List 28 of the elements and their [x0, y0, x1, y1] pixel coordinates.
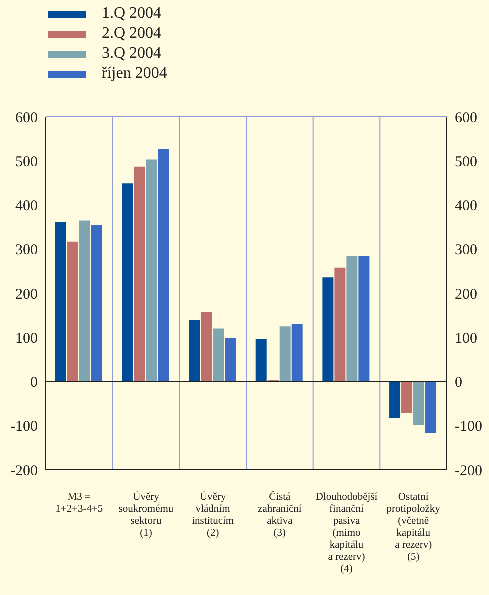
y2-tick-label: -100 — [455, 419, 482, 436]
y-tick-label: 200 — [16, 286, 38, 303]
y2-tick-label: 100 — [455, 330, 478, 347]
legend-label: 3.Q 2004 — [102, 45, 162, 63]
y-tick-label: 600 — [16, 110, 38, 126]
y-tick-label: 100 — [16, 330, 38, 347]
y2-tick-label: 600 — [455, 110, 478, 126]
x-tick-label: M3 = 1+2+3-4+5 — [56, 492, 104, 515]
y2-tick-label: -200 — [455, 463, 482, 480]
legend-label: 2.Q 2004 — [102, 25, 162, 43]
y-tick-label: 0 — [30, 375, 38, 392]
y2-tick-label: 200 — [455, 286, 478, 303]
x-tick-label: Čistá zahraniční aktiva (3) — [258, 490, 302, 539]
x-tick-label: Dlouhodobější finanční pasiva (mimo kapitálu a rezerv) (4) — [316, 492, 378, 575]
y2-tick-label: 0 — [455, 375, 462, 392]
y-tick-label: 400 — [16, 198, 38, 215]
y-tick-label: 300 — [16, 242, 38, 259]
y-tick-label: -100 — [10, 419, 38, 436]
y-tick-label: 500 — [16, 154, 38, 170]
y2-tick-label: 300 — [455, 242, 478, 259]
x-tick-label: Úvěry soukromému sektoru (1) — [118, 490, 174, 539]
x-tick-label: Ostatní protipoložky (včetně kapitálu a rezerv) (5) — [386, 492, 442, 563]
legend-label: 1.Q 2004 — [102, 5, 162, 23]
y2-tick-label: 400 — [455, 198, 478, 215]
y2-tick-label: 500 — [455, 154, 478, 170]
x-tick-label: Úvěry vládním institucím (2) — [192, 490, 234, 539]
legend-label: říjen 2004 — [102, 65, 168, 83]
y-tick-label: -200 — [10, 463, 38, 480]
